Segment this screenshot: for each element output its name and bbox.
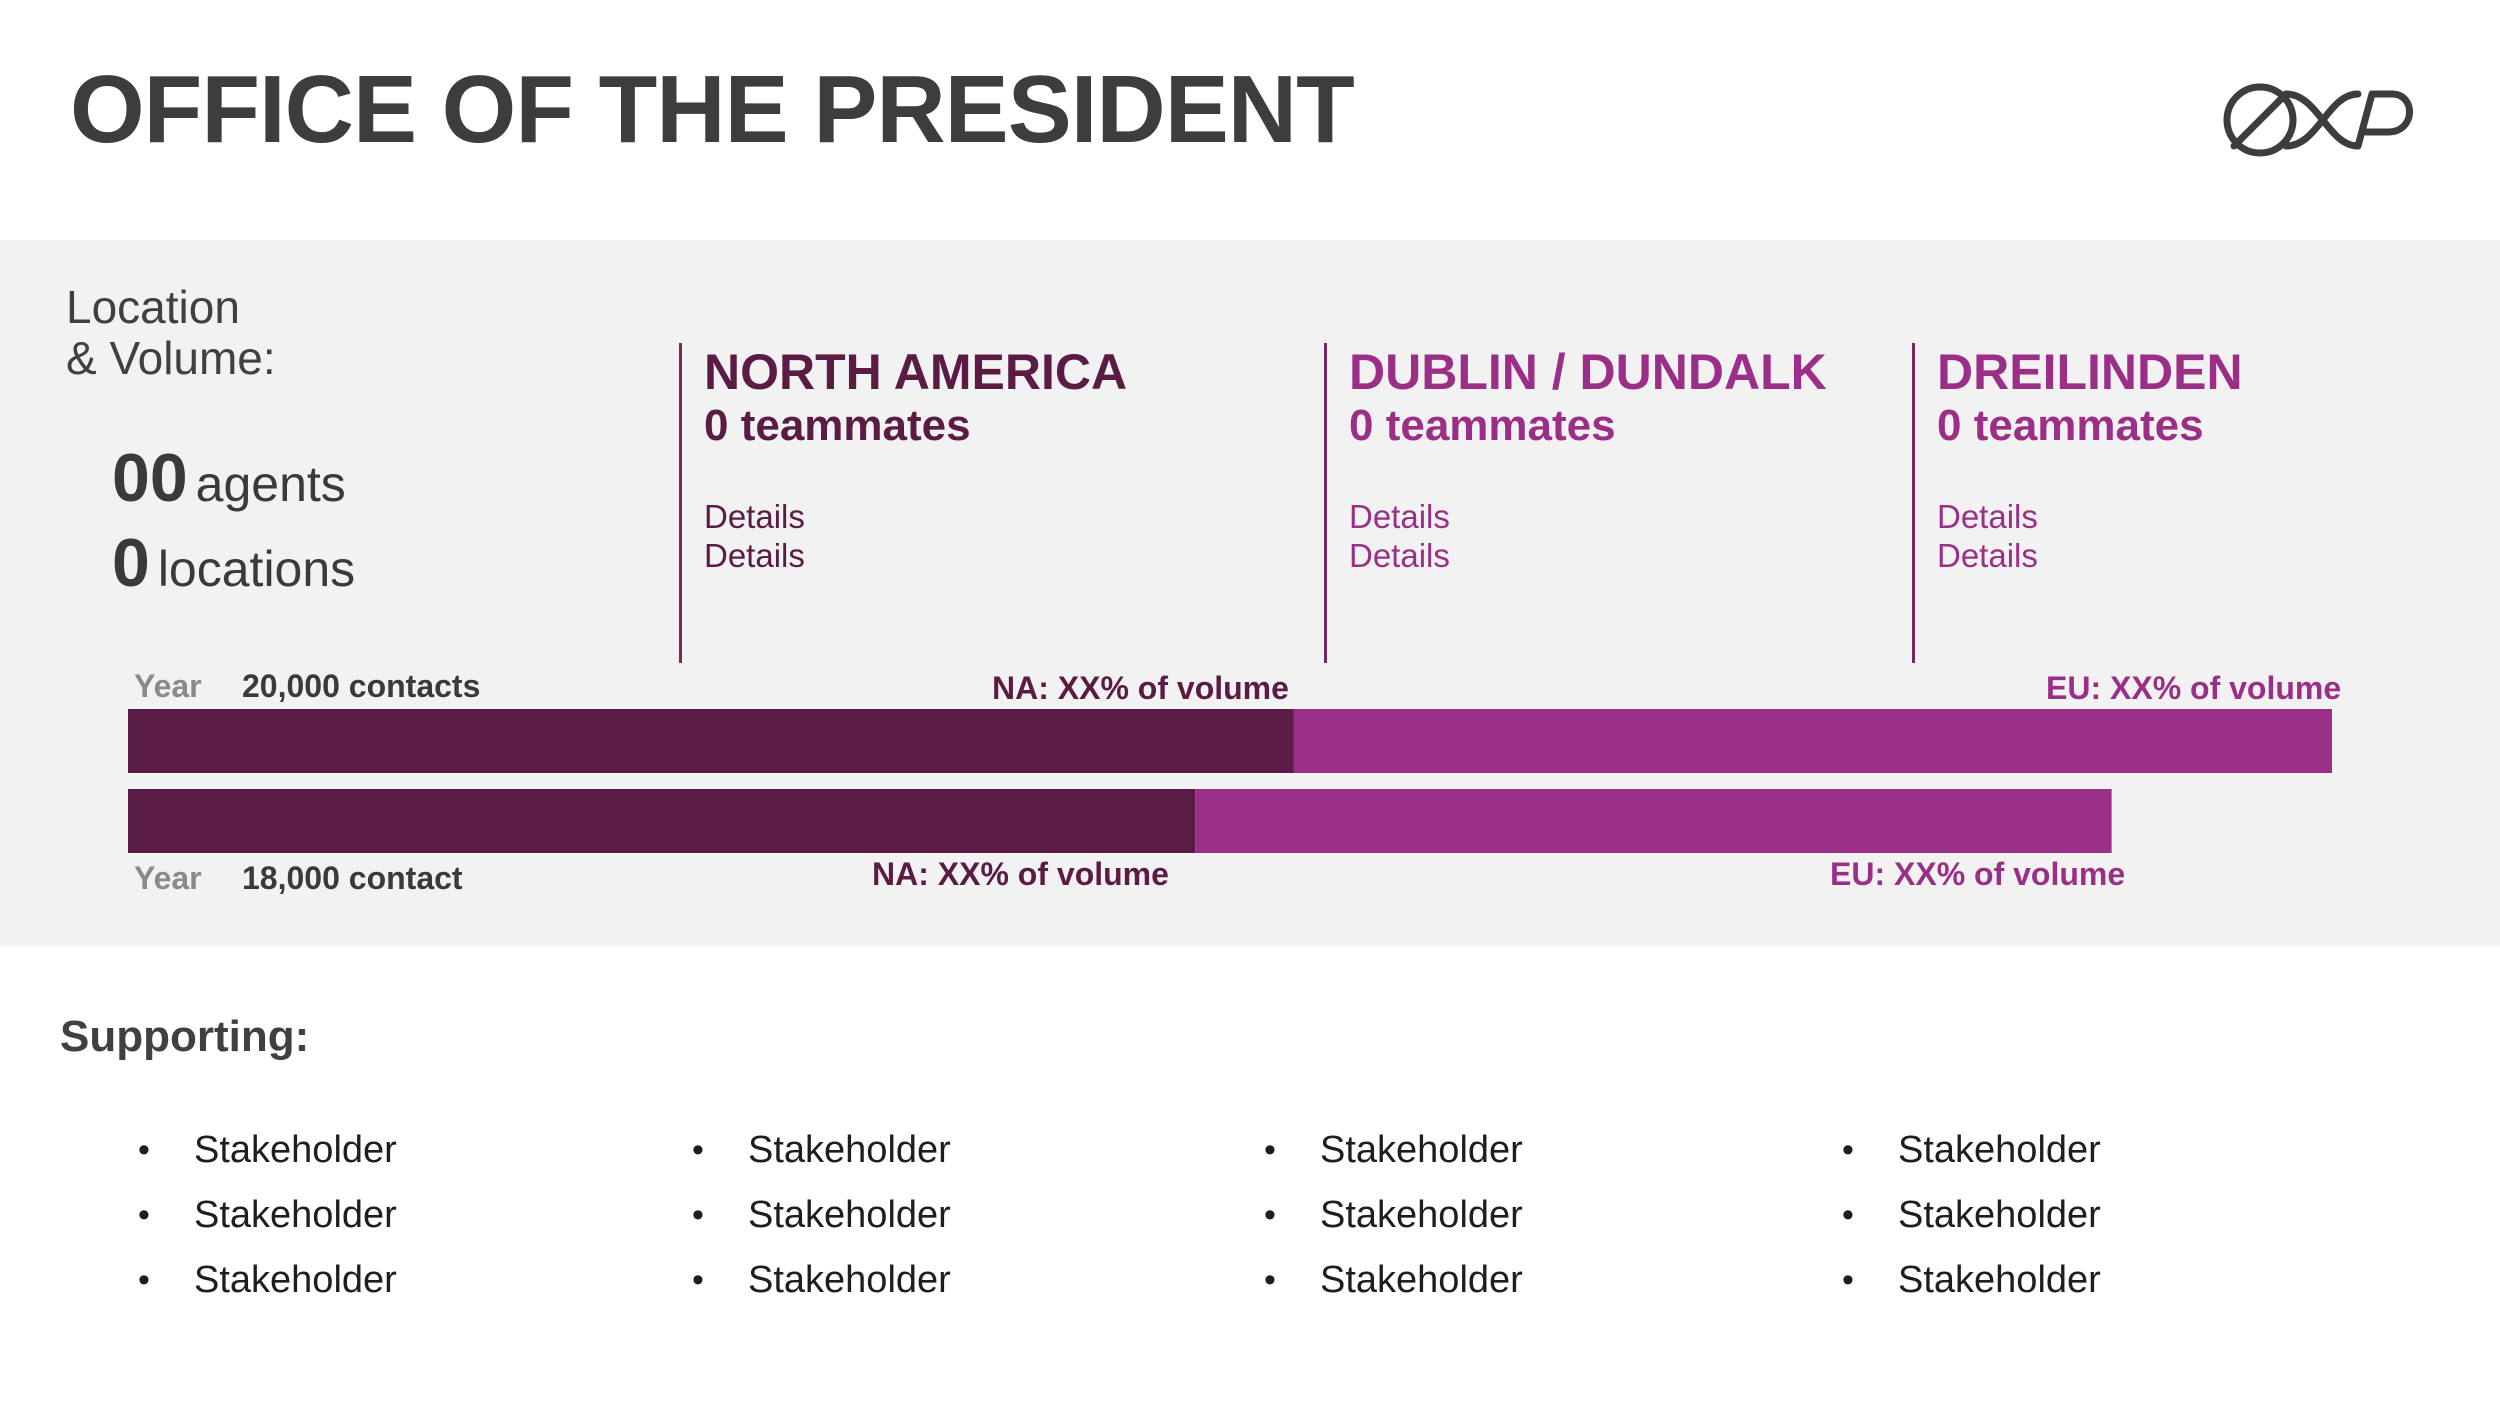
- region-teammates: 0 teammates: [1349, 401, 1616, 450]
- bullet-icon: •: [1842, 1131, 1854, 1169]
- location-volume-label: Location & Volume:: [66, 282, 276, 384]
- stakeholder-label: Stakeholder: [1898, 1194, 2101, 1236]
- list-item: • Stakeholder: [692, 1183, 951, 1248]
- bar2-na-label: NA: XX% of volume: [872, 856, 1169, 892]
- cxp-logo-icon: [2223, 83, 2413, 157]
- bullet-icon: •: [1264, 1261, 1276, 1299]
- stakeholder-label: Stakeholder: [194, 1259, 397, 1301]
- bullet-icon: •: [692, 1261, 704, 1299]
- region-detail: Details: [1349, 498, 1450, 535]
- bullet-icon: •: [138, 1261, 150, 1299]
- locations-count: 0: [112, 525, 150, 601]
- region-dublin-dundalk: DUBLIN / DUNDALK 0 teammates Details Det…: [1324, 343, 1827, 663]
- region-detail: Details: [704, 537, 805, 574]
- stakeholder-label: Stakeholder: [1898, 1259, 2101, 1301]
- bullet-icon: •: [1264, 1196, 1276, 1234]
- region-teammates: 0 teammates: [704, 401, 971, 450]
- bar2-eu-label: EU: XX% of volume: [1830, 856, 2126, 892]
- bullet-icon: •: [1264, 1131, 1276, 1169]
- list-item: • Stakeholder: [1842, 1248, 2101, 1313]
- stakeholder-column-1: • Stakeholder • Stakeholder • Stakeholder: [138, 1118, 397, 1313]
- bar1-year-label: Year: [134, 668, 202, 704]
- agents-word: agents: [195, 456, 346, 512]
- region-details: Details Details: [1937, 497, 2243, 575]
- region-detail: Details: [1937, 498, 2038, 535]
- list-item: • Stakeholder: [1842, 1183, 2101, 1248]
- locations-word: locations: [157, 541, 356, 597]
- supporting-label: Supporting:: [60, 1012, 310, 1061]
- stakeholder-label: Stakeholder: [194, 1129, 397, 1171]
- stakeholder-label: Stakeholder: [1898, 1129, 2101, 1171]
- list-item: • Stakeholder: [1264, 1183, 1523, 1248]
- na-bar-segment: [128, 709, 1294, 773]
- bar1-eu-label: EU: XX% of volume: [2046, 670, 2342, 706]
- list-item: • Stakeholder: [138, 1248, 397, 1313]
- stakeholder-label: Stakeholder: [194, 1194, 397, 1236]
- list-item: • Stakeholder: [1842, 1118, 2101, 1183]
- locations-stat: 0 locations: [112, 529, 356, 615]
- location-label-line2: & Volume:: [66, 332, 276, 384]
- stakeholder-label: Stakeholder: [1320, 1194, 1523, 1236]
- region-north-america: NORTH AMERICA 0 teammates Details Detail…: [679, 343, 1127, 663]
- region-detail: Details: [1937, 537, 2038, 574]
- region-name: DREILINDEN: [1937, 344, 2243, 400]
- stakeholder-label: Stakeholder: [1320, 1129, 1523, 1171]
- stakeholder-label: Stakeholder: [748, 1194, 951, 1236]
- eu-bar-segment: [1293, 709, 2332, 773]
- list-item: • Stakeholder: [138, 1118, 397, 1183]
- bullet-icon: •: [692, 1131, 704, 1169]
- list-item: • Stakeholder: [692, 1118, 951, 1183]
- region-dreilinden: DREILINDEN 0 teammates Details Details: [1912, 343, 2243, 663]
- bullet-icon: •: [1842, 1196, 1854, 1234]
- bullet-icon: •: [692, 1196, 704, 1234]
- eu-bar-segment: [1195, 789, 2112, 853]
- bullet-icon: •: [1842, 1261, 1854, 1299]
- bar1-na-label: NA: XX% of volume: [992, 670, 1289, 706]
- stakeholder-label: Stakeholder: [748, 1259, 951, 1301]
- stakeholder-column-3: • Stakeholder • Stakeholder • Stakeholder: [1264, 1118, 1523, 1313]
- region-teammates: 0 teammates: [1937, 401, 2204, 450]
- bar1-contacts-label: 20,000 contacts: [242, 668, 481, 704]
- region-details: Details Details: [1349, 497, 1827, 575]
- bar2-contacts-label: 18,000 contact: [242, 860, 463, 896]
- stakeholder-column-4: • Stakeholder • Stakeholder • Stakeholder: [1842, 1118, 2101, 1313]
- region-detail: Details: [1349, 537, 1450, 574]
- page-title: OFFICE OF THE PRESIDENT: [70, 56, 1355, 163]
- location-label-line1: Location: [66, 281, 240, 333]
- bar2-year-label: Year: [134, 860, 202, 896]
- region-name: NORTH AMERICA: [704, 344, 1128, 400]
- agents-count: 00: [112, 440, 188, 516]
- na-bar-segment: [128, 789, 1196, 853]
- bullet-icon: •: [138, 1196, 150, 1234]
- list-item: • Stakeholder: [1264, 1248, 1523, 1313]
- region-detail: Details: [704, 498, 805, 535]
- region-name: DUBLIN / DUNDALK: [1349, 344, 1827, 400]
- agents-stat: 00 agents: [112, 444, 355, 530]
- list-item: • Stakeholder: [138, 1183, 397, 1248]
- region-details: Details Details: [704, 497, 1127, 575]
- summary-stats: 00 agents 0 locations: [112, 444, 356, 615]
- stakeholder-column-2: • Stakeholder • Stakeholder • Stakeholder: [692, 1118, 951, 1313]
- bullet-icon: •: [138, 1131, 150, 1169]
- stakeholder-label: Stakeholder: [748, 1129, 951, 1171]
- stakeholder-label: Stakeholder: [1320, 1259, 1523, 1301]
- list-item: • Stakeholder: [1264, 1118, 1523, 1183]
- list-item: • Stakeholder: [692, 1248, 951, 1313]
